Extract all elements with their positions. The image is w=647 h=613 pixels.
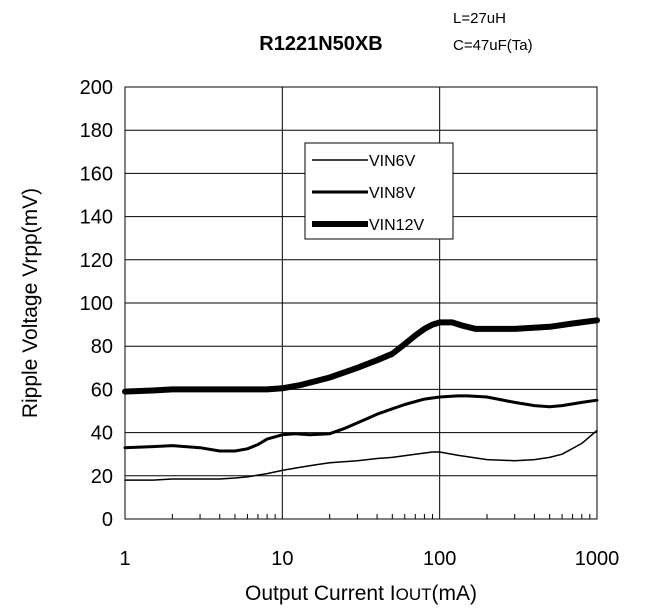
x-tick-label: 1 (119, 548, 130, 570)
x-tick-label: 100 (423, 548, 456, 570)
y-tick-label: 140 (80, 207, 113, 229)
y-tick-label: 60 (91, 379, 113, 401)
y-axis-tick-labels: 0 20 40 60 80 100 120 140 160 180 200 (80, 77, 113, 531)
series-line-vin12v (122, 317, 600, 395)
y-tick-label: 120 (80, 250, 113, 272)
plot-area-border (124, 86, 598, 520)
legend: VIN6V VIN8V VIN12V (304, 142, 454, 240)
x-tick-label: 10 (271, 548, 293, 570)
y-tick-label: 180 (80, 120, 113, 142)
series-line-vin8v (123, 394, 599, 453)
data-series (122, 317, 600, 481)
chart-title: R1221N50XB (259, 33, 382, 55)
legend-label-vin6v: VIN6V (369, 153, 416, 170)
inductance-note: L=27uH (453, 10, 506, 27)
series-line-vin6v (124, 429, 598, 481)
capacitance-note: C=47uF(Ta) (453, 37, 533, 54)
y-tick-label: 100 (80, 293, 113, 315)
legend-label-vin12v: VIN12V (369, 217, 424, 234)
y-tick-label: 80 (91, 336, 113, 358)
y-tick-label: 160 (80, 163, 113, 185)
legend-label-vin8v: VIN8V (369, 185, 416, 202)
y-tick-label: 200 (80, 77, 113, 99)
y-tick-label: 0 (102, 509, 113, 531)
y-axis-label: Ripple Voltage Vrpp(mV) (19, 188, 42, 418)
y-tick-label: 20 (91, 466, 113, 488)
x-tick-label: 1000 (575, 548, 620, 570)
x-axis-tick-labels: 1 10 100 1000 (119, 548, 619, 570)
y-tick-label: 40 (91, 423, 113, 445)
x-axis-label: Output Current IOUT(mA) (245, 582, 477, 605)
